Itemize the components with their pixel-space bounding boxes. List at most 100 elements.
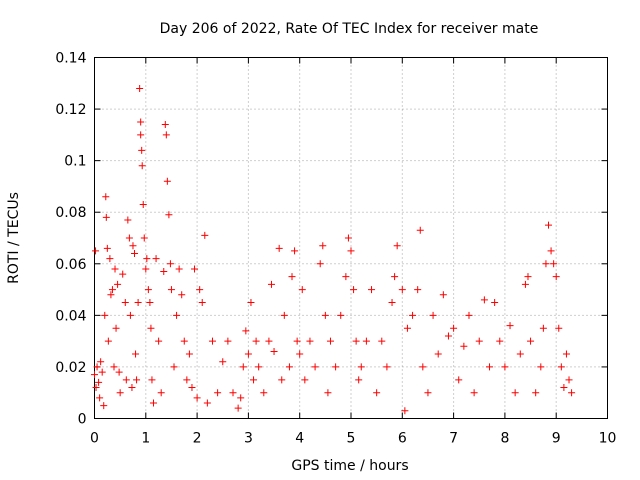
- data-point: [460, 342, 468, 350]
- data-point: [547, 247, 555, 255]
- x-tick-label: 5: [347, 431, 356, 447]
- data-point: [280, 311, 288, 319]
- data-point: [537, 363, 545, 371]
- data-point: [316, 260, 324, 268]
- data-point: [568, 389, 576, 397]
- data-point: [403, 324, 411, 332]
- y-tick-label: 0.08: [55, 205, 86, 221]
- x-tick-label: 2: [193, 431, 202, 447]
- data-point: [134, 298, 142, 306]
- y-tick-label: 0.12: [55, 102, 86, 118]
- data-point: [324, 389, 332, 397]
- data-point: [132, 350, 140, 358]
- data-point: [95, 378, 103, 386]
- data-point: [229, 389, 237, 397]
- data-point: [119, 270, 127, 278]
- data-point: [275, 244, 283, 252]
- data-point: [434, 350, 442, 358]
- y-axis-label: ROTI / TECUs: [6, 192, 22, 284]
- data-point: [170, 363, 178, 371]
- y-tick-label: 0.14: [55, 51, 86, 67]
- data-point: [110, 363, 118, 371]
- data-point: [416, 226, 424, 234]
- data-point: [244, 350, 252, 358]
- data-point: [122, 376, 130, 384]
- data-point: [198, 298, 206, 306]
- data-point: [326, 337, 334, 345]
- data-point: [470, 389, 478, 397]
- data-point: [237, 394, 245, 402]
- data-point: [162, 131, 170, 139]
- data-point: [111, 265, 119, 273]
- data-point: [188, 384, 196, 392]
- data-point: [311, 363, 319, 371]
- data-point: [121, 298, 129, 306]
- data-point: [128, 384, 136, 392]
- data-point: [185, 350, 193, 358]
- data-point: [107, 291, 115, 299]
- data-point: [475, 337, 483, 345]
- data-point: [102, 193, 110, 201]
- x-tick-label: 1: [141, 431, 150, 447]
- data-point: [203, 399, 211, 407]
- data-point: [100, 402, 108, 410]
- data-point: [142, 265, 150, 273]
- data-point: [393, 242, 401, 250]
- data-point: [542, 260, 550, 268]
- data-point: [161, 121, 169, 129]
- data-point: [383, 363, 391, 371]
- y-tick-label: 0: [78, 412, 87, 428]
- y-tick-label: 0.04: [55, 308, 86, 324]
- data-point: [124, 216, 132, 224]
- data-point: [409, 311, 417, 319]
- data-point: [288, 273, 296, 281]
- data-point: [152, 255, 160, 263]
- chart-title: Day 206 of 2022, Rate Of TEC Index for r…: [160, 21, 539, 37]
- x-tick-label: 8: [500, 431, 509, 447]
- data-point: [278, 376, 286, 384]
- data-point: [362, 337, 370, 345]
- data-point: [455, 376, 463, 384]
- data-point: [214, 389, 222, 397]
- data-point: [521, 280, 529, 288]
- data-point: [98, 368, 106, 376]
- data-point: [496, 337, 504, 345]
- y-tick-label: 0.02: [55, 360, 86, 376]
- x-tick-label: 7: [449, 431, 458, 447]
- data-point: [355, 376, 363, 384]
- data-point: [267, 280, 275, 288]
- data-point: [137, 131, 145, 139]
- data-point: [429, 311, 437, 319]
- data-point: [391, 273, 399, 281]
- data-point: [92, 384, 100, 392]
- data-point: [148, 376, 156, 384]
- data-point: [108, 286, 116, 294]
- data-point: [165, 211, 173, 219]
- data-point: [501, 363, 509, 371]
- data-point: [97, 358, 105, 366]
- data-point: [242, 327, 250, 335]
- data-point: [465, 311, 473, 319]
- data-point: [532, 389, 540, 397]
- data-point: [252, 337, 260, 345]
- data-point: [173, 311, 181, 319]
- data-point: [131, 249, 139, 257]
- data-point: [419, 363, 427, 371]
- data-point: [103, 244, 111, 252]
- data-point: [112, 324, 120, 332]
- data-point: [178, 291, 186, 299]
- x-tick-label: 4: [295, 431, 304, 447]
- data-point: [196, 286, 204, 294]
- data-point: [550, 260, 558, 268]
- data-point: [219, 358, 227, 366]
- data-point: [350, 286, 358, 294]
- data-point: [357, 363, 365, 371]
- data-point: [337, 311, 345, 319]
- data-point: [539, 324, 547, 332]
- data-point: [93, 363, 101, 371]
- data-point: [140, 234, 148, 242]
- data-point: [115, 368, 123, 376]
- data-point: [332, 363, 340, 371]
- data-point: [560, 384, 568, 392]
